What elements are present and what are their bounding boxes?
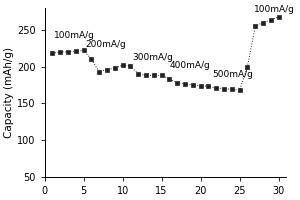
Y-axis label: Capacity (mAh/g): Capacity (mAh/g) bbox=[4, 47, 14, 138]
Text: 300mA/g: 300mA/g bbox=[132, 53, 173, 62]
Text: 100mA/g: 100mA/g bbox=[54, 31, 95, 40]
Text: 500mA/g: 500mA/g bbox=[212, 70, 253, 79]
Text: 100mA/g: 100mA/g bbox=[254, 5, 295, 14]
Text: 400mA/g: 400mA/g bbox=[169, 61, 210, 70]
Text: 200mA/g: 200mA/g bbox=[85, 40, 126, 49]
